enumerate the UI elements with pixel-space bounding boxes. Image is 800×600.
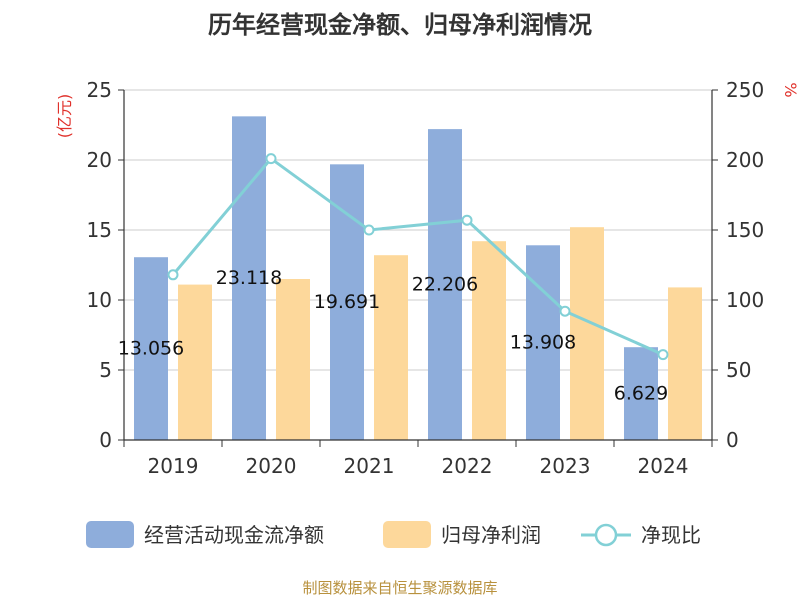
x-tick-label: 2019	[148, 454, 199, 478]
ratio-line	[167, 153, 669, 361]
x-tick-label: 2022	[442, 454, 493, 478]
ratio-point	[559, 305, 571, 317]
gridlines	[124, 89, 712, 371]
left-tick-label: 25	[87, 78, 112, 102]
bar-cashflow	[134, 257, 168, 440]
legend: 经营活动现金流净额 归母净利润 净现比	[86, 521, 701, 548]
data-label-cashflow: 6.629	[614, 383, 668, 405]
left-tick-label: 5	[99, 358, 112, 382]
bar-net-profit	[374, 255, 408, 440]
data-label-cashflow: 22.206	[412, 274, 478, 296]
ratio-point	[363, 224, 375, 236]
right-tick-label: 100	[726, 288, 764, 312]
x-tick-label: 2021	[344, 454, 395, 478]
right-axis-unit: %	[781, 82, 800, 97]
left-tick-label: 10	[87, 288, 112, 312]
bar-net-profit	[668, 287, 702, 440]
bar-net-profit	[472, 241, 506, 440]
right-tick-label: 250	[726, 78, 764, 102]
legend-swatch-net-profit	[383, 521, 431, 548]
right-tick-label: 150	[726, 218, 764, 242]
ratio-point	[657, 349, 669, 361]
data-labels: 13.056 23.118 19.691 22.206 13.908 6.629	[118, 267, 668, 404]
data-label-cashflow: 13.908	[510, 332, 576, 354]
ratio-point	[265, 153, 277, 165]
bar-cashflow	[428, 129, 462, 440]
source-note: 制图数据来自恒生聚源数据库	[302, 579, 497, 597]
x-tick-label: 2020	[246, 454, 297, 478]
right-tick-label: 50	[726, 358, 751, 382]
bar-cashflow	[526, 245, 560, 440]
bar-cashflow	[330, 164, 364, 441]
left-tick-label: 20	[87, 148, 112, 172]
legend-label-net-profit: 归母净利润	[441, 523, 541, 547]
right-tick-label: 200	[726, 148, 764, 172]
data-label-cashflow: 13.056	[118, 338, 184, 360]
left-axis-unit: (亿元)	[55, 94, 74, 139]
bar-cashflow	[624, 347, 658, 440]
bar-net-profit	[570, 227, 604, 440]
data-label-cashflow: 19.691	[314, 291, 380, 313]
left-tick-label: 0	[99, 428, 112, 452]
left-tick-label: 15	[87, 218, 112, 242]
right-tick-label: 0	[726, 428, 739, 452]
bar-net-profit	[276, 279, 310, 440]
legend-label-cashflow: 经营活动现金流净额	[144, 523, 324, 547]
legend-swatch-cashflow	[86, 521, 134, 548]
ratio-point	[167, 269, 179, 281]
ratio-polyline	[171, 156, 664, 356]
data-label-cashflow: 23.118	[216, 267, 282, 289]
chart-title: 历年经营现金净额、归母净利润情况	[208, 11, 592, 39]
x-tick-label: 2024	[638, 454, 689, 478]
bars	[134, 116, 702, 441]
legend-label-ratio: 净现比	[641, 523, 701, 547]
bar-net-profit	[178, 284, 212, 440]
ratio-point	[461, 214, 473, 226]
x-tick-label: 2023	[540, 454, 591, 478]
legend-marker-ratio	[594, 523, 618, 547]
